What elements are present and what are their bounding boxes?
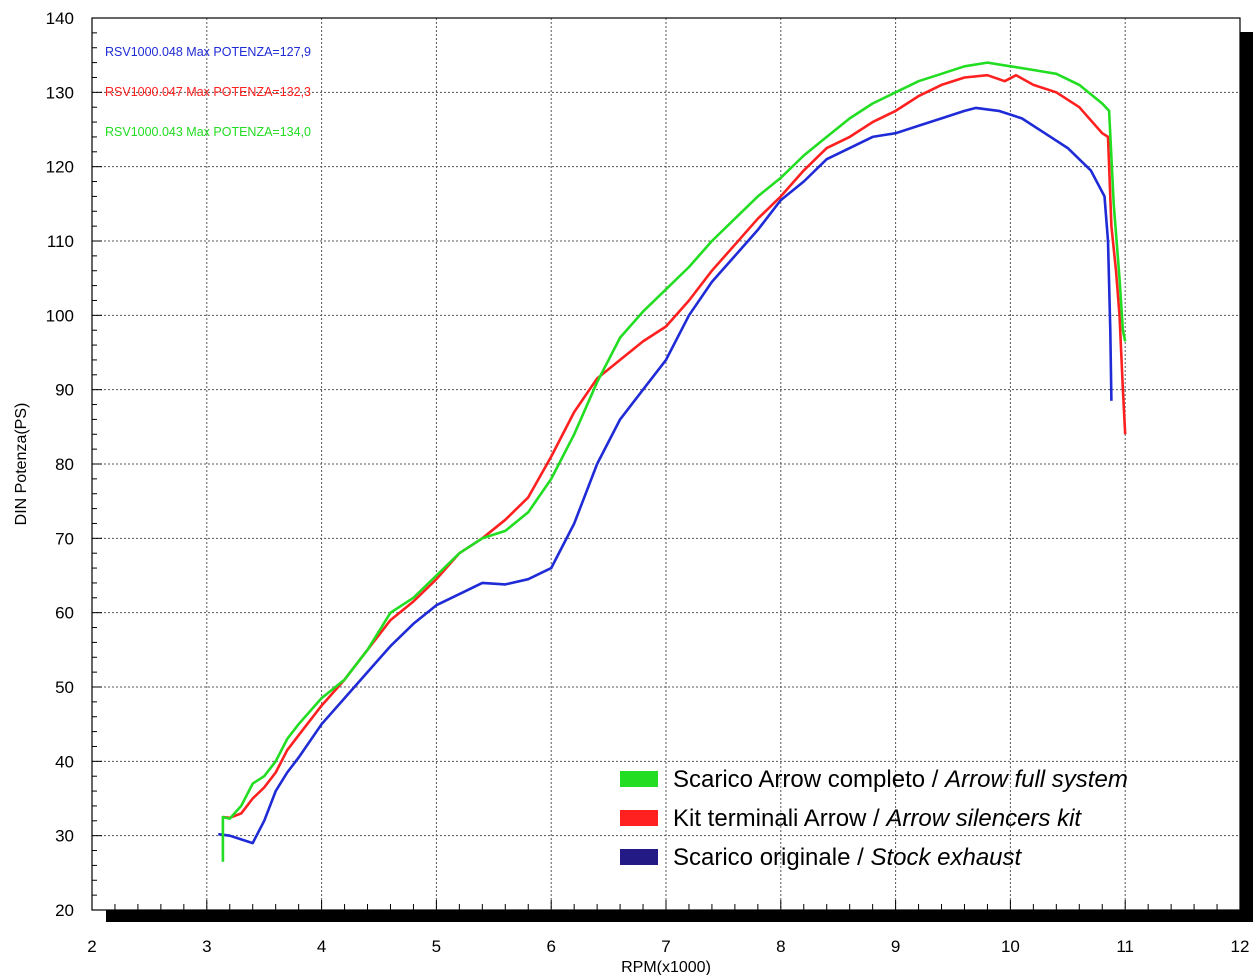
y-tick-label: 50 (55, 678, 74, 697)
y-tick-label: 130 (46, 83, 74, 102)
series-line-0 (221, 61, 1127, 862)
y-tick-label: 20 (55, 901, 74, 920)
frame-shadow-right (1240, 32, 1253, 922)
max-power-annotations: RSV1000.048 Max POTENZA=127,9 RSV1000.047… (105, 45, 311, 139)
x-tick-label: 7 (661, 937, 670, 956)
legend-label-2: Scarico originale / Stock exhaust (673, 844, 1023, 871)
annotation-2: RSV1000.043 Max POTENZA=134,0 (105, 125, 311, 139)
series-lines (218, 61, 1127, 862)
y-tick-label: 90 (55, 381, 74, 400)
legend-swatch-2 (620, 849, 658, 865)
x-tick-label: 12 (1231, 937, 1250, 956)
y-tick-label: 70 (55, 529, 74, 548)
x-tick-label: 10 (1001, 937, 1020, 956)
x-tick-label: 6 (546, 937, 555, 956)
x-tick-label: 3 (202, 937, 211, 956)
y-axis-label: DIN Potenza(PS) (13, 403, 30, 526)
frame-shadow-bottom (106, 910, 1253, 922)
annotation-1: RSV1000.047 Max POTENZA=132,3 (105, 85, 311, 99)
y-tick-label: 110 (47, 232, 74, 251)
y-tick-label: 100 (46, 306, 74, 325)
series-line-1 (222, 73, 1127, 820)
grid-lines (92, 18, 1240, 910)
plot-frame (91, 17, 1241, 911)
y-tick-label: 40 (55, 752, 74, 771)
legend: Scarico Arrow completo / Arrow full syst… (620, 766, 1128, 871)
y-tick-label: 120 (46, 158, 74, 177)
y-tick-labels: 20 30 40 50 60 70 80 90 100 110 120 130 140 (46, 9, 74, 920)
y-tick-label: 140 (46, 9, 74, 28)
x-tick-label: 2 (87, 937, 96, 956)
x-tick-label: 5 (432, 937, 441, 956)
legend-label-0: Scarico Arrow completo / Arrow full syst… (673, 766, 1128, 793)
x-tick-label: 9 (891, 937, 900, 956)
legend-swatch-0 (620, 771, 658, 787)
series-line-2 (218, 106, 1113, 845)
x-tick-label: 4 (317, 937, 326, 956)
legend-swatch-1 (620, 810, 658, 826)
x-axis-label: RPM(x1000) (621, 959, 711, 975)
legend-label-1: Kit terminali Arrow / Arrow silencers ki… (673, 805, 1082, 832)
y-tick-label: 30 (55, 827, 74, 846)
x-tick-label: 8 (776, 937, 785, 956)
annotation-0: RSV1000.048 Max POTENZA=127,9 (105, 45, 311, 59)
x-tick-labels: 2 3 4 5 6 7 8 9 10 11 12 (87, 937, 1249, 956)
y-tick-label: 80 (55, 455, 74, 474)
y-tick-label: 60 (55, 604, 74, 623)
x-tick-label: 11 (1116, 937, 1134, 956)
